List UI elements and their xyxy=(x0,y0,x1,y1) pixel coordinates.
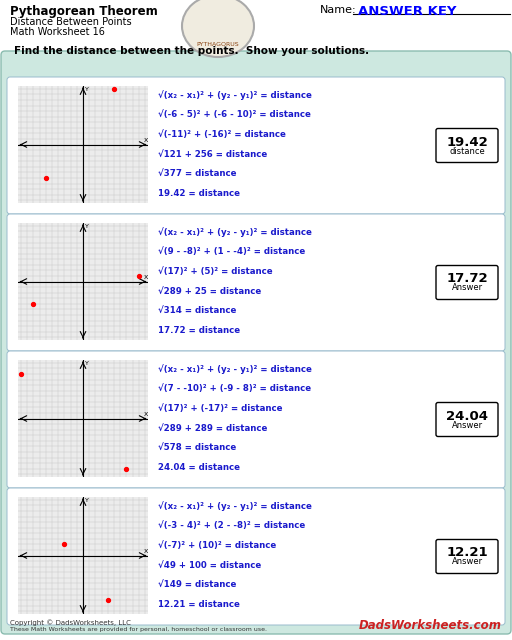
Text: Pythagorean Theorem: Pythagorean Theorem xyxy=(10,5,158,18)
FancyBboxPatch shape xyxy=(436,403,498,436)
Text: √(7 - -10)² + (-9 - 8)² = distance: √(7 - -10)² + (-9 - 8)² = distance xyxy=(158,384,311,393)
Text: √(-6 - 5)² + (-6 - 10)² = distance: √(-6 - 5)² + (-6 - 10)² = distance xyxy=(158,110,311,119)
Text: Answer: Answer xyxy=(452,557,483,566)
Text: Distance Between Points: Distance Between Points xyxy=(10,17,132,27)
Text: √377 = distance: √377 = distance xyxy=(158,170,237,179)
Text: ANSWER KEY: ANSWER KEY xyxy=(358,5,457,18)
Text: Math Worksheet 16: Math Worksheet 16 xyxy=(10,27,105,37)
Text: √(-11)² + (-16)² = distance: √(-11)² + (-16)² = distance xyxy=(158,130,286,139)
Text: Answer: Answer xyxy=(452,284,483,292)
Text: √49 + 100 = distance: √49 + 100 = distance xyxy=(158,561,261,570)
Text: Copyright © DadsWorksheets, LLC: Copyright © DadsWorksheets, LLC xyxy=(10,620,131,626)
Text: √(x₂ - x₁)² + (y₂ - y₁)² = distance: √(x₂ - x₁)² + (y₂ - y₁)² = distance xyxy=(158,90,312,100)
FancyBboxPatch shape xyxy=(436,266,498,300)
Text: Y: Y xyxy=(85,498,89,503)
FancyBboxPatch shape xyxy=(436,540,498,573)
Text: Y: Y xyxy=(85,87,89,92)
Text: √(-3 - 4)² + (2 - -8)² = distance: √(-3 - 4)² + (2 - -8)² = distance xyxy=(158,521,305,530)
FancyBboxPatch shape xyxy=(7,488,505,625)
Text: √289 + 289 = distance: √289 + 289 = distance xyxy=(158,424,267,433)
Text: X: X xyxy=(144,138,148,143)
Text: Y: Y xyxy=(85,361,89,366)
Text: 24.04 = distance: 24.04 = distance xyxy=(158,463,240,472)
Text: √(17)² + (-17)² = distance: √(17)² + (-17)² = distance xyxy=(158,404,283,413)
Text: X: X xyxy=(144,412,148,417)
Text: √(x₂ - x₁)² + (y₂ - y₁)² = distance: √(x₂ - x₁)² + (y₂ - y₁)² = distance xyxy=(158,501,312,511)
Text: These Math Worksheets are provided for personal, homeschool or classroom use.: These Math Worksheets are provided for p… xyxy=(10,627,267,632)
FancyBboxPatch shape xyxy=(7,351,505,488)
Text: √(17)² + (5)² = distance: √(17)² + (5)² = distance xyxy=(158,267,272,276)
Text: Find the distance between the points.  Show your solutions.: Find the distance between the points. Sh… xyxy=(14,46,369,56)
Text: √121 + 256 = distance: √121 + 256 = distance xyxy=(158,150,267,159)
Text: Answer: Answer xyxy=(452,420,483,429)
Text: √(x₂ - x₁)² + (y₂ - y₁)² = distance: √(x₂ - x₁)² + (y₂ - y₁)² = distance xyxy=(158,364,312,374)
Text: Y: Y xyxy=(85,224,89,229)
Text: Name:: Name: xyxy=(320,5,357,15)
Text: √(9 - -8)² + (1 - -4)² = distance: √(9 - -8)² + (1 - -4)² = distance xyxy=(158,247,305,256)
Ellipse shape xyxy=(182,0,254,57)
FancyBboxPatch shape xyxy=(1,51,511,634)
Text: √149 = distance: √149 = distance xyxy=(158,580,237,589)
FancyBboxPatch shape xyxy=(7,214,505,351)
Text: 24.04: 24.04 xyxy=(446,410,488,422)
Text: 12.21 = distance: 12.21 = distance xyxy=(158,600,240,609)
Text: X: X xyxy=(144,275,148,280)
FancyBboxPatch shape xyxy=(7,77,505,214)
Text: 12.21: 12.21 xyxy=(446,547,488,559)
Text: √578 = distance: √578 = distance xyxy=(158,444,236,452)
Text: 19.42: 19.42 xyxy=(446,136,488,148)
FancyBboxPatch shape xyxy=(436,129,498,163)
Text: √314 = distance: √314 = distance xyxy=(158,307,237,316)
Text: 17.72 = distance: 17.72 = distance xyxy=(158,326,240,335)
Text: √(-7)² + (10)² = distance: √(-7)² + (10)² = distance xyxy=(158,541,276,550)
Text: 19.42 = distance: 19.42 = distance xyxy=(158,189,240,198)
Text: PYTHAGORUS: PYTHAGORUS xyxy=(197,42,239,47)
Text: X: X xyxy=(144,549,148,554)
Text: distance: distance xyxy=(449,147,485,156)
Text: 17.72: 17.72 xyxy=(446,273,488,285)
Text: DadsWorksheets.com: DadsWorksheets.com xyxy=(359,619,502,632)
Text: √(x₂ - x₁)² + (y₂ - y₁)² = distance: √(x₂ - x₁)² + (y₂ - y₁)² = distance xyxy=(158,227,312,237)
Text: √289 + 25 = distance: √289 + 25 = distance xyxy=(158,287,261,296)
